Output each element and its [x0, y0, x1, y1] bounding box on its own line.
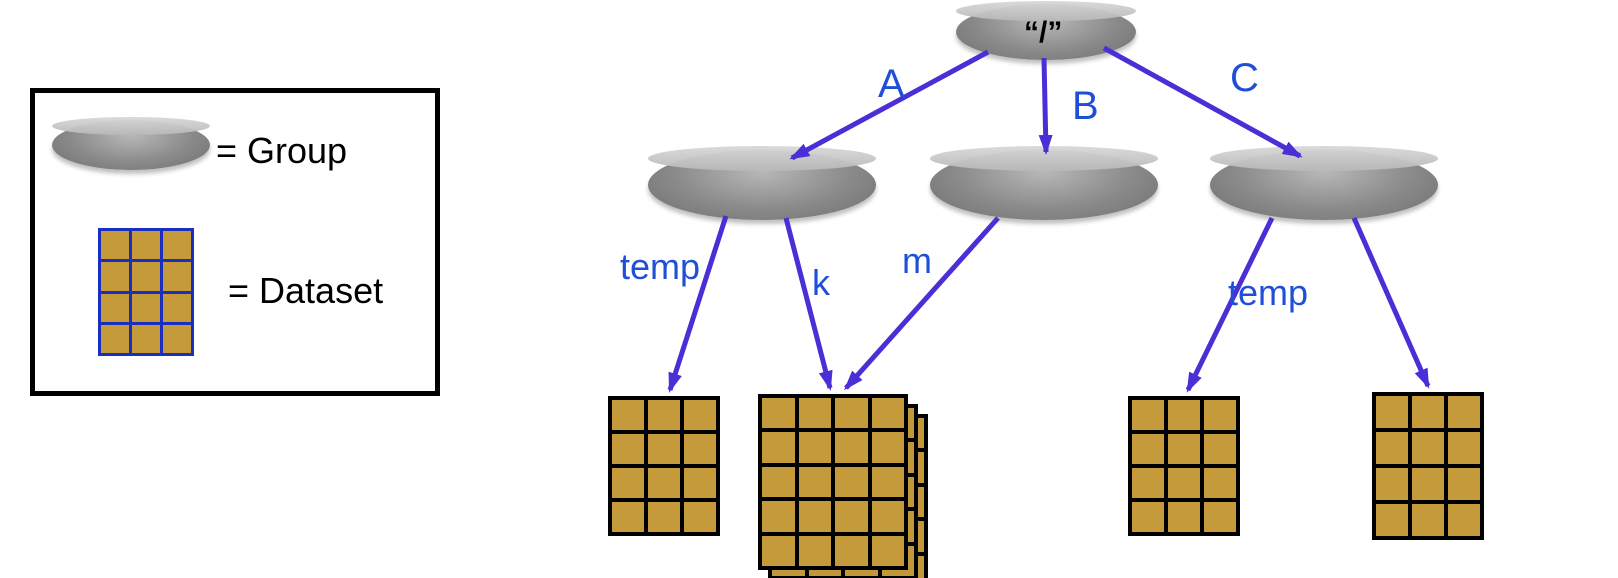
legend-dataset-grid — [98, 228, 194, 356]
group-node-b — [930, 150, 1158, 220]
root-label: “/” — [1024, 16, 1062, 50]
dataset-d4 — [1372, 392, 1484, 540]
edge-label-temp-right: temp — [1228, 272, 1308, 314]
edge-label-k: k — [812, 262, 830, 304]
dataset-d2 — [758, 394, 928, 578]
legend-group-label: = Group — [216, 130, 347, 172]
edge-label-a: A — [878, 62, 905, 107]
legend-group-ellipse — [52, 120, 210, 170]
edge-label-temp-left: temp — [620, 246, 700, 288]
edge-label-c: C — [1230, 56, 1259, 101]
legend-dataset-label: = Dataset — [228, 270, 383, 312]
edge-label-b: B — [1072, 84, 1099, 129]
group-node-c — [1210, 150, 1438, 220]
diagram-canvas: = Group = Dataset “/” A B C temp k m tem… — [0, 0, 1618, 578]
dataset-d1 — [608, 396, 720, 536]
edge-label-m: m — [902, 240, 932, 282]
dataset-d3 — [1128, 396, 1240, 536]
group-node-a — [648, 150, 876, 220]
